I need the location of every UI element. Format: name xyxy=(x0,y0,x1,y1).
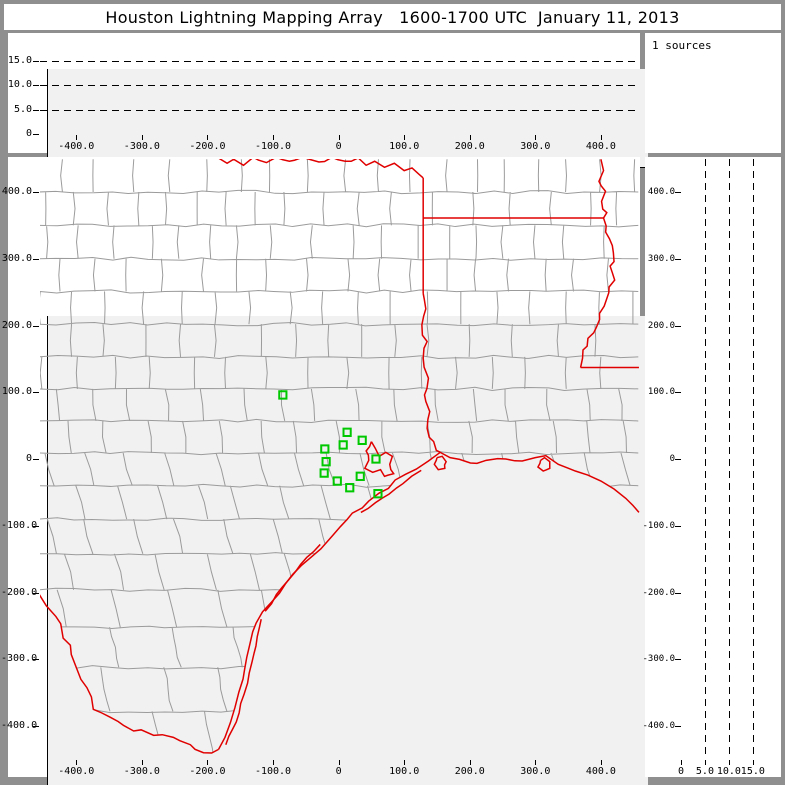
barrier-island xyxy=(265,544,320,611)
plan-view-map-plot-area[interactable] xyxy=(47,316,648,785)
sabine-lake-outline xyxy=(434,456,446,469)
altitude-ns-panel xyxy=(645,157,781,777)
lma-station-marker xyxy=(321,445,328,452)
sources-count-label: 1 sources xyxy=(652,39,712,52)
lma-station-marker xyxy=(340,441,347,448)
calcasieu-lake-outline xyxy=(538,458,550,471)
page-title: Houston Lightning Mapping Array 1600-170… xyxy=(105,7,680,27)
sabine-river-border xyxy=(422,293,440,452)
window-title-bar: Houston Lightning Mapping Array 1600-170… xyxy=(4,4,781,30)
sources-info-panel: 1 sources xyxy=(645,33,781,153)
gulf-coastline xyxy=(219,452,639,749)
lma-station-markers xyxy=(279,391,381,497)
lma-station-marker xyxy=(344,429,351,436)
lma-station-marker xyxy=(279,391,286,398)
barrier-island xyxy=(361,470,421,512)
lma-station-marker xyxy=(372,455,379,462)
plan-view-map-panel xyxy=(8,157,648,785)
lma-station-marker xyxy=(357,473,364,480)
lma-station-marker xyxy=(374,490,381,497)
state-borders-coastline xyxy=(40,159,639,753)
map-canvas[interactable] xyxy=(40,159,640,759)
lma-station-marker xyxy=(346,484,353,491)
rio-grande-border xyxy=(40,594,219,753)
barrier-island xyxy=(226,619,261,745)
altitude-ew-panel xyxy=(8,33,648,168)
red-river-border xyxy=(217,159,423,178)
lma-station-marker xyxy=(359,437,366,444)
lma-station-marker xyxy=(321,469,328,476)
altitude-ew-plot-area[interactable] xyxy=(47,69,648,168)
lma-station-marker xyxy=(334,477,341,484)
mississippi-river-border xyxy=(581,159,615,367)
lma-station-marker xyxy=(323,458,330,465)
galveston-bay-outline xyxy=(365,442,394,477)
